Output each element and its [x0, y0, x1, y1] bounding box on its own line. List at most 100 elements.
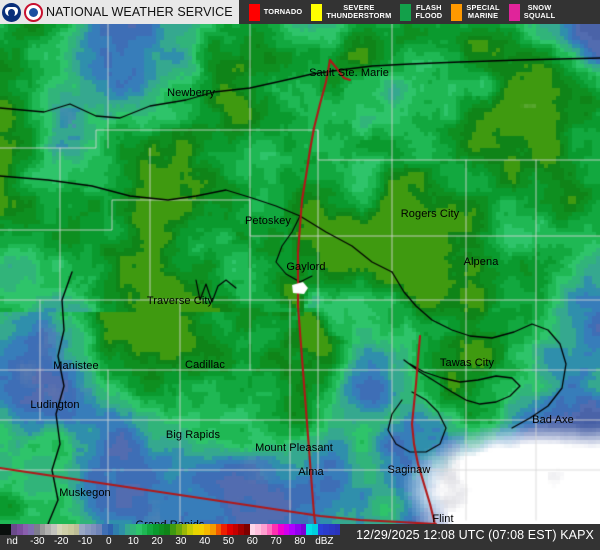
- scale-swatch: [79, 524, 86, 535]
- city-label: Flint: [432, 513, 454, 524]
- scale-swatch: [34, 524, 40, 535]
- scale-swatch: [249, 524, 256, 535]
- scale-swatch: [39, 524, 46, 535]
- city-label: Muskegon: [59, 487, 111, 499]
- warning-swatch: [248, 3, 260, 21]
- scale-swatch: [306, 524, 312, 535]
- scale-tick: 80: [294, 536, 306, 547]
- scale-swatch: [22, 524, 29, 535]
- nws-shield-icon: [24, 2, 43, 22]
- scale-tick: 60: [246, 536, 258, 547]
- warning-item-severe-thunderstorm[interactable]: SEVERE THUNDERSTORM: [311, 3, 391, 21]
- scale-swatch: [221, 524, 227, 535]
- warning-item-flash-flood[interactable]: FLASH FLOOD: [400, 2, 443, 21]
- scale-tick: 30: [175, 536, 187, 547]
- scale-swatch: [17, 524, 23, 535]
- scale-swatch: [141, 524, 148, 535]
- page-header: NATIONAL WEATHER SERVICE TORNADO SEVERE T…: [0, 0, 600, 24]
- warning-swatch: [311, 3, 323, 21]
- scale-tick: 40: [199, 536, 211, 547]
- scale-swatch: [334, 524, 341, 535]
- warning-swatch: [400, 3, 412, 21]
- scale-swatch: [107, 524, 114, 535]
- scale-swatch: [51, 524, 57, 535]
- city-label: Grand Rapids: [135, 519, 204, 524]
- scale-tick: -20: [53, 536, 69, 547]
- scale-swatch: [232, 524, 239, 535]
- nws-branding[interactable]: NATIONAL WEATHER SERVICE: [0, 0, 239, 24]
- scale-swatch: [96, 524, 103, 535]
- city-label: Petoskey: [244, 215, 292, 227]
- warning-item-tornado[interactable]: TORNADO: [248, 3, 303, 21]
- scale-tick: -10: [77, 536, 93, 547]
- city-label: Gaylord: [286, 261, 326, 273]
- scale-swatch: [243, 524, 250, 535]
- scale-swatch: [0, 524, 6, 535]
- timestamp-label: 12/29/2025 12:08 UTC (07:08 EST) KAPX: [356, 528, 594, 542]
- warning-swatch: [508, 3, 520, 21]
- scale-swatch: [62, 524, 69, 535]
- scale-swatch: [289, 524, 295, 535]
- scale-swatch: [175, 524, 182, 535]
- page-footer: nd -30 -20 -10 0 10 20 30 40 50 60 70 80 dBZ 12/29/20…: [0, 524, 600, 550]
- scale-swatch: [5, 524, 12, 535]
- scale-tick: dBZ: [315, 536, 334, 547]
- dbz-color-scale: nd -30 -20 -10 0 10 20 30 40 50 60 70 80 dBZ: [0, 524, 341, 550]
- scale-swatch: [209, 524, 216, 535]
- scale-swatch: [294, 524, 301, 535]
- scale-swatch: [28, 524, 35, 535]
- warning-label: SNOW SQUALL: [523, 2, 556, 20]
- city-label: Rogers City: [400, 208, 460, 220]
- scale-swatch: [85, 524, 91, 535]
- scale-swatch: [181, 524, 188, 535]
- scale-swatch: [204, 524, 210, 535]
- warning-legend: TORNADO SEVERE THUNDERSTORM FLASH FLOOD SPE…: [248, 0, 600, 24]
- scale-swatch: [226, 524, 233, 535]
- scale-swatch: [113, 524, 120, 535]
- scale-swatch: [124, 524, 131, 535]
- warning-item-special-marine[interactable]: SPECIAL MARINE: [451, 2, 500, 21]
- scale-swatch: [45, 524, 52, 535]
- warning-label: SPECIAL MARINE: [466, 2, 500, 20]
- scale-swatch: [255, 524, 261, 535]
- scale-swatch: [68, 524, 74, 535]
- scale-tick: -30: [30, 536, 45, 547]
- scale-swatch: [215, 524, 222, 535]
- scale-swatch: [198, 524, 205, 535]
- scale-swatch: [119, 524, 125, 535]
- warning-swatch: [451, 3, 463, 21]
- scale-swatch: [272, 524, 278, 535]
- scale-swatch: [11, 524, 18, 535]
- map-boundaries-layer: [0, 24, 600, 524]
- noaa-seagull-icon: [2, 2, 21, 22]
- city-label: Traverse City: [146, 295, 214, 307]
- scale-swatch: [153, 524, 159, 535]
- scale-tick: 10: [127, 536, 139, 547]
- scale-swatch: [158, 524, 165, 535]
- scale-swatch: [260, 524, 267, 535]
- city-label: Cadillac: [185, 359, 225, 371]
- scale-tick: 20: [151, 536, 163, 547]
- color-scale-ticks: nd -30 -20 -10 0 10 20 30 40 50 60 70 80 dBZ: [0, 535, 340, 550]
- city-label: Manistee: [53, 360, 99, 372]
- scale-swatch: [277, 524, 284, 535]
- city-label: Tawas City: [439, 357, 495, 369]
- scale-swatch: [192, 524, 199, 535]
- scale-tick: 0: [106, 536, 112, 547]
- agency-title: NATIONAL WEATHER SERVICE: [46, 5, 233, 19]
- scale-tick: 50: [222, 536, 235, 547]
- city-label: Newberry: [167, 87, 215, 99]
- color-scale-bar: [0, 524, 341, 535]
- radar-map[interactable]: Newberry Sault Ste. Marie Petoskey Rogers C…: [0, 24, 600, 524]
- scale-swatch: [56, 524, 63, 535]
- scale-swatch: [323, 524, 329, 535]
- scale-swatch: [90, 524, 97, 535]
- warning-label: FLASH FLOOD: [415, 2, 443, 20]
- city-label: Big Rapids: [165, 429, 221, 441]
- scale-swatch: [136, 524, 142, 535]
- scale-tick: 70: [270, 536, 282, 547]
- warning-item-snow-squall[interactable]: SNOW SQUALL: [508, 2, 556, 21]
- city-label: Ludington: [30, 399, 80, 411]
- scale-swatch: [266, 524, 273, 535]
